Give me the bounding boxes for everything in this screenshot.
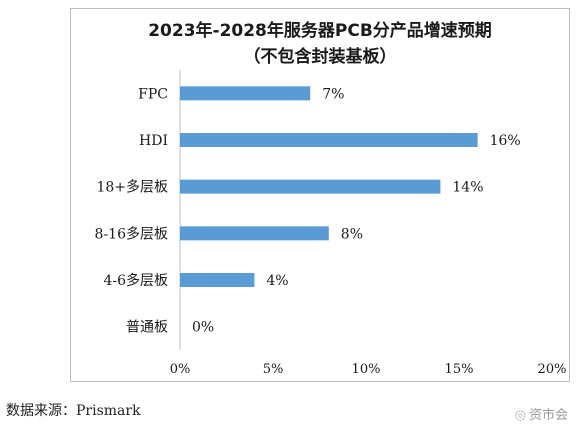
x-tick-label: 10% (352, 362, 381, 377)
bar (180, 179, 441, 194)
watermark: ◎ 资市会 (515, 404, 568, 423)
x-tick-label: 15% (445, 362, 474, 377)
data-label: 16% (490, 133, 521, 149)
watermark-text: 资市会 (528, 408, 568, 423)
category-label: 4-6多层板 (103, 272, 168, 289)
bar (180, 226, 329, 241)
chart-subtitle: （不包含封装基板） (243, 47, 397, 67)
data-label: 0% (192, 320, 214, 336)
data-label: 7% (322, 86, 344, 102)
source-note: 数据来源：Prismark (6, 403, 141, 419)
x-tick-label: 0% (170, 362, 191, 377)
chart-title: 2023年-2028年服务器PCB分产品增速预期 (148, 21, 492, 41)
category-label: HDI (139, 133, 168, 149)
x-tick-label: 20% (538, 362, 567, 377)
weibo-icon: ◎ (514, 408, 526, 423)
bar (180, 133, 478, 147)
data-label: 4% (266, 273, 288, 289)
category-label: 普通板 (126, 320, 168, 336)
bar (180, 86, 311, 101)
data-label: 14% (452, 180, 483, 196)
category-label: FPC (138, 86, 168, 102)
bar (180, 273, 255, 287)
category-label: 8-16多层板 (95, 225, 168, 242)
category-label: 18+多层板 (96, 179, 168, 196)
data-label: 8% (341, 226, 363, 242)
chart-frame (70, 8, 570, 382)
x-tick-label: 5% (263, 362, 284, 377)
